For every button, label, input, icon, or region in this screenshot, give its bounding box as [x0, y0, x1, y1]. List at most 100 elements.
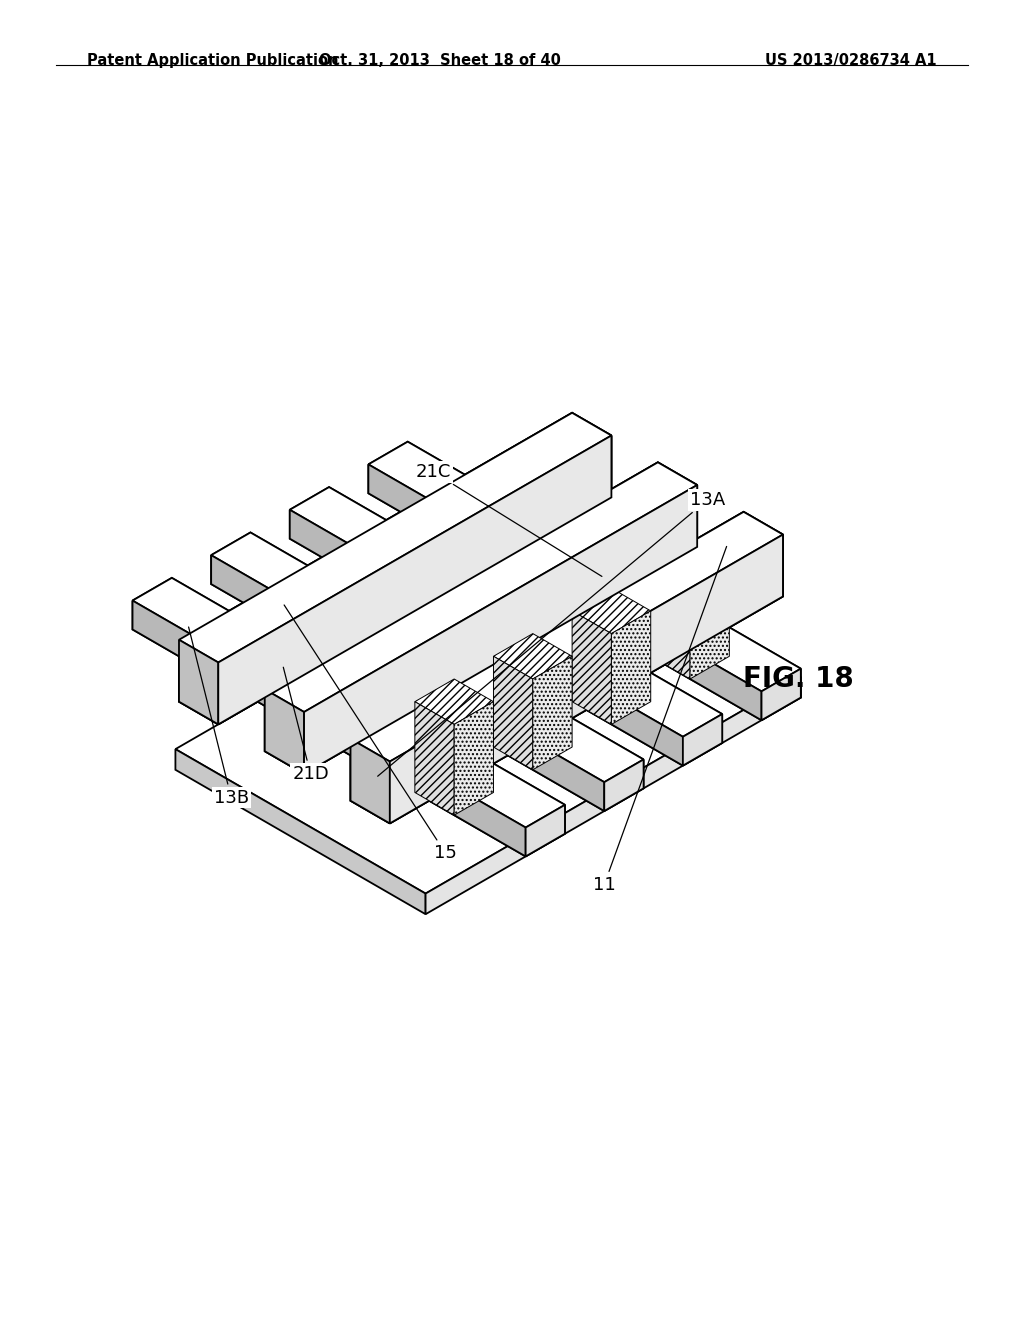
- Text: Oct. 31, 2013  Sheet 18 of 40: Oct. 31, 2013 Sheet 18 of 40: [319, 53, 561, 67]
- Polygon shape: [350, 739, 390, 824]
- Polygon shape: [390, 535, 783, 824]
- Text: 11: 11: [593, 546, 727, 894]
- Polygon shape: [175, 532, 801, 894]
- Polygon shape: [408, 583, 486, 630]
- Polygon shape: [650, 565, 690, 678]
- Polygon shape: [565, 494, 643, 539]
- Polygon shape: [322, 557, 361, 671]
- Polygon shape: [494, 656, 532, 770]
- Polygon shape: [415, 702, 455, 816]
- Polygon shape: [179, 640, 218, 725]
- Polygon shape: [350, 512, 783, 762]
- Polygon shape: [265, 689, 304, 774]
- Polygon shape: [369, 652, 408, 766]
- Polygon shape: [525, 561, 565, 675]
- Polygon shape: [683, 714, 722, 766]
- Polygon shape: [565, 516, 604, 630]
- Polygon shape: [525, 805, 565, 857]
- Polygon shape: [690, 565, 729, 678]
- Polygon shape: [132, 601, 525, 857]
- Polygon shape: [244, 603, 283, 717]
- Polygon shape: [175, 750, 426, 915]
- Polygon shape: [350, 512, 783, 762]
- Polygon shape: [322, 535, 400, 579]
- Text: 21D: 21D: [284, 667, 329, 783]
- Polygon shape: [479, 444, 558, 490]
- Polygon shape: [304, 484, 697, 774]
- Polygon shape: [400, 512, 440, 626]
- Polygon shape: [604, 759, 643, 810]
- Polygon shape: [390, 535, 783, 824]
- Polygon shape: [350, 739, 390, 824]
- Polygon shape: [604, 516, 643, 630]
- Polygon shape: [479, 466, 518, 579]
- Polygon shape: [290, 487, 722, 737]
- Polygon shape: [361, 557, 400, 671]
- Polygon shape: [132, 601, 525, 857]
- Polygon shape: [132, 578, 565, 828]
- Polygon shape: [304, 484, 697, 774]
- Polygon shape: [604, 759, 643, 810]
- Polygon shape: [426, 677, 801, 915]
- Polygon shape: [369, 465, 762, 721]
- Polygon shape: [611, 611, 650, 725]
- Polygon shape: [244, 579, 322, 626]
- Polygon shape: [179, 640, 218, 725]
- Polygon shape: [265, 462, 697, 711]
- Polygon shape: [290, 510, 683, 766]
- Polygon shape: [390, 535, 783, 824]
- Polygon shape: [329, 630, 408, 675]
- Polygon shape: [218, 436, 611, 725]
- Polygon shape: [572, 589, 650, 634]
- Polygon shape: [494, 634, 572, 678]
- Polygon shape: [265, 689, 304, 774]
- Polygon shape: [486, 561, 525, 675]
- Polygon shape: [132, 578, 565, 828]
- Polygon shape: [518, 466, 558, 579]
- Polygon shape: [218, 436, 611, 725]
- Polygon shape: [350, 512, 783, 762]
- Text: Patent Application Publication: Patent Application Publication: [87, 53, 339, 67]
- Polygon shape: [683, 714, 722, 766]
- Polygon shape: [290, 487, 722, 737]
- Polygon shape: [265, 462, 697, 711]
- Polygon shape: [369, 465, 762, 721]
- Polygon shape: [415, 678, 494, 725]
- Polygon shape: [211, 532, 643, 783]
- Polygon shape: [762, 669, 801, 721]
- Polygon shape: [218, 436, 611, 725]
- Polygon shape: [211, 556, 604, 810]
- Polygon shape: [400, 490, 479, 535]
- Polygon shape: [329, 652, 369, 766]
- Polygon shape: [369, 442, 801, 692]
- Polygon shape: [572, 611, 611, 725]
- Polygon shape: [486, 539, 565, 583]
- Text: 21C: 21C: [416, 463, 602, 577]
- Polygon shape: [440, 512, 479, 626]
- Polygon shape: [532, 656, 572, 770]
- Polygon shape: [455, 702, 494, 816]
- Polygon shape: [283, 603, 322, 717]
- Polygon shape: [265, 462, 697, 711]
- Polygon shape: [350, 739, 390, 824]
- Text: US 2013/0286734 A1: US 2013/0286734 A1: [765, 53, 937, 67]
- Polygon shape: [179, 413, 611, 663]
- Polygon shape: [762, 669, 801, 721]
- Polygon shape: [265, 689, 304, 774]
- Polygon shape: [211, 532, 643, 783]
- Polygon shape: [369, 442, 801, 692]
- Polygon shape: [179, 413, 611, 663]
- Polygon shape: [304, 484, 697, 774]
- Text: 13B: 13B: [188, 627, 249, 807]
- Text: FIG. 18: FIG. 18: [743, 664, 854, 693]
- Polygon shape: [447, 607, 486, 721]
- Polygon shape: [650, 543, 729, 589]
- Polygon shape: [525, 805, 565, 857]
- Polygon shape: [408, 607, 447, 721]
- Polygon shape: [211, 556, 604, 810]
- Polygon shape: [179, 640, 218, 725]
- Text: 15: 15: [284, 605, 457, 862]
- Polygon shape: [179, 413, 611, 663]
- Polygon shape: [290, 510, 683, 766]
- Text: 13A: 13A: [378, 491, 725, 776]
